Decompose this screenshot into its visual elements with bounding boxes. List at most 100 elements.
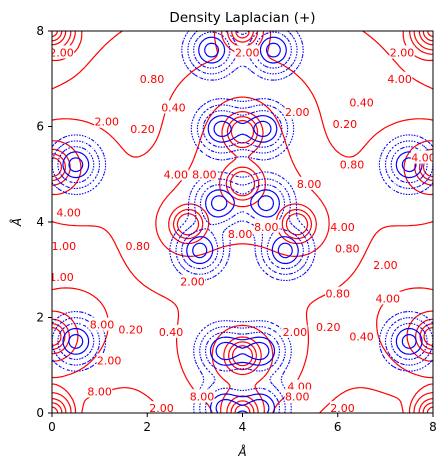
contour-label: 4.00 — [376, 292, 401, 305]
contour-label-bg — [387, 71, 413, 85]
chart-title: Density Laplacian (+) — [169, 10, 315, 26]
contour-label-bg — [56, 205, 82, 219]
contour-label: 2.00 — [97, 354, 122, 367]
contour-label: 8.00 — [228, 228, 253, 241]
contour-label-bg — [52, 238, 77, 252]
contour-label-bg — [129, 121, 156, 135]
contour-line — [52, 31, 433, 413]
contour-label: 0.80 — [125, 240, 150, 253]
contour-label-bg — [52, 269, 75, 283]
y-tick-label: 8 — [36, 24, 44, 38]
contour-line — [52, 31, 433, 413]
contour-label: 2.00 — [285, 106, 310, 119]
contour-label-bg — [160, 100, 187, 114]
contour-label-bg — [329, 219, 356, 233]
contour-line — [62, 36, 423, 413]
contour-label: 8.00 — [297, 178, 322, 191]
contour-label: 4.00 — [387, 73, 412, 86]
contour-label-bg — [348, 329, 375, 343]
x-tick-label: 0 — [48, 420, 56, 434]
contour-label-bg — [296, 176, 322, 190]
x-tick-label: 2 — [143, 420, 151, 434]
contour-label: 2.00 — [373, 259, 398, 272]
contour-label-bg — [227, 226, 253, 240]
contour-label-bg — [332, 117, 358, 131]
contour-label: 0.20 — [130, 123, 155, 136]
contour-label-bg — [329, 401, 356, 413]
contour-label-bg — [94, 114, 120, 128]
y-axis-ticks: 0 2 4 6 8 — [36, 24, 52, 420]
contour-label-bg — [284, 389, 310, 403]
contour-label-bg — [284, 105, 310, 119]
contour-label: 2.00 — [283, 326, 308, 339]
contour-label: 8.00 — [285, 390, 310, 403]
contour-label-bg — [348, 95, 375, 109]
contour-label-bg — [163, 167, 189, 181]
contour-label: 0.40 — [349, 97, 374, 110]
x-tick-label: 4 — [239, 420, 247, 434]
contour-label: 0.80 — [340, 159, 365, 172]
contour-label-bg — [389, 45, 415, 59]
contour-label-bg — [339, 157, 365, 171]
contour-label: 2.00 — [390, 46, 415, 59]
negative-contours — [52, 31, 433, 413]
contour-label: 2.00 — [149, 402, 174, 415]
x-axis-ticks: 0 2 4 6 8 — [48, 413, 437, 434]
contour-label: 2.00 — [180, 276, 205, 289]
contour-label-bg — [179, 274, 206, 288]
contour-label: 0.80 — [335, 242, 360, 255]
plot-area: 0.80 0.40 0.20 2.00 2.00 0.40 0.20 0.80 2.00 4.00… — [49, 31, 436, 415]
contour-label: 0.80 — [326, 288, 351, 301]
contour-line — [52, 31, 433, 413]
contour-label-bg — [375, 291, 401, 305]
contour-label-bg — [117, 322, 144, 336]
contour-label-bg — [52, 45, 75, 59]
contour-label-bg — [315, 320, 341, 334]
x-tick-label: 8 — [429, 420, 437, 434]
contour-label-bg — [96, 353, 122, 367]
contour-label: 4.00 — [330, 221, 355, 234]
contour-line — [68, 42, 417, 413]
contour-label: 8.00 — [90, 319, 115, 332]
contour-label: 0.20 — [118, 323, 143, 336]
contour-label: 2.00 — [95, 116, 120, 129]
contour-label-bg — [372, 257, 398, 271]
contour-label: 8.00 — [190, 390, 215, 403]
contour-label: 2.00 — [49, 46, 74, 59]
y-tick-label: 2 — [36, 311, 44, 325]
contour-label: 1.00 — [52, 240, 77, 253]
contour-label: 0.20 — [316, 321, 341, 334]
contour-label-bg — [139, 71, 165, 85]
y-tick-label: 4 — [36, 215, 44, 229]
contour-label: 8.00 — [192, 168, 217, 181]
contour-label: 0.20 — [333, 118, 358, 131]
contour-label: 0.80 — [140, 73, 165, 86]
contour-label-bg — [191, 167, 217, 181]
contour-label-bg — [410, 150, 433, 164]
contour-label-bg — [253, 219, 279, 233]
contour-label: 0.40 — [159, 326, 184, 339]
contour-label: 2.00 — [330, 402, 355, 415]
x-tick-label: 6 — [334, 420, 342, 434]
x-axis-label: Å — [237, 444, 246, 459]
contour-label: 8.00 — [87, 386, 112, 399]
y-tick-label: 6 — [36, 120, 44, 134]
contour-label: 0.40 — [349, 331, 374, 344]
contour-label: 0.40 — [161, 101, 186, 114]
contour-label: 1.00 — [49, 271, 74, 284]
contour-label-bg — [125, 238, 151, 252]
contour-label-bg — [325, 286, 351, 300]
contour-label: 2.00 — [235, 46, 260, 59]
contour-line — [57, 31, 428, 413]
contour-label: 4.00 — [56, 206, 81, 219]
contour-label-bg — [89, 317, 115, 331]
contour-label-bg — [87, 384, 113, 398]
contour-label: 8.00 — [254, 221, 279, 234]
contour-label-bg — [158, 324, 184, 338]
y-tick-label: 0 — [36, 406, 44, 420]
contour-label-bg — [189, 389, 215, 403]
contour-label: 4.00 — [164, 168, 189, 181]
contour-label: 4.00 — [411, 152, 436, 165]
contour-label-bg — [234, 45, 260, 59]
